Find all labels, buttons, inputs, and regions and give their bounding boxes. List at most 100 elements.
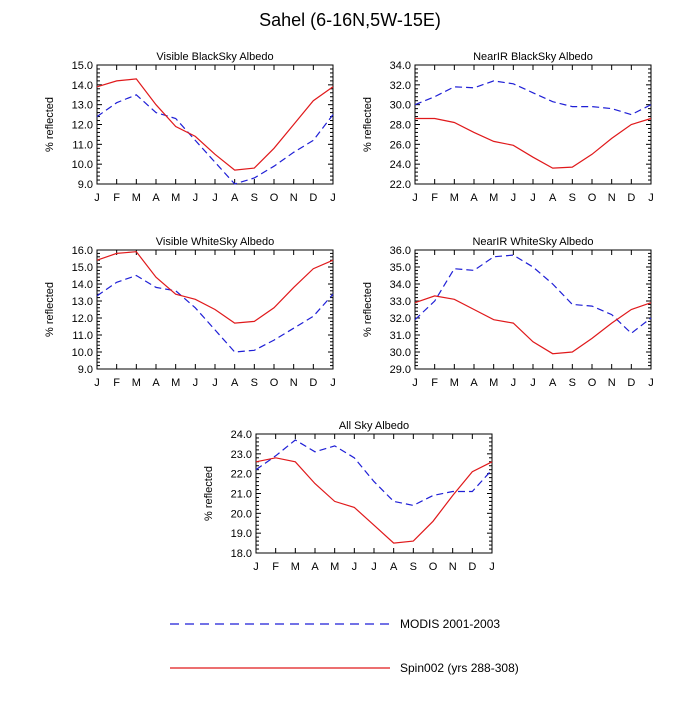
x-tick-label: M bbox=[132, 377, 141, 389]
y-tick-label: 12.0 bbox=[72, 120, 93, 132]
chart-panel: Visible WhiteSky Albedo % reflected 9.0 10.… bbox=[44, 236, 336, 389]
x-tick-label: D bbox=[309, 192, 317, 204]
x-tick-label: J bbox=[352, 561, 358, 573]
chart-panel: All Sky Albedo % reflected 18.0 19.0 20.0 21.… bbox=[203, 420, 495, 573]
y-tick-label: 13.0 bbox=[72, 296, 93, 308]
y-tick-label: 24.0 bbox=[231, 429, 252, 441]
y-tick-label: 23.0 bbox=[231, 449, 252, 461]
x-tick-label: N bbox=[449, 561, 457, 573]
x-tick-label: J bbox=[330, 377, 336, 389]
y-tick-label: 26.0 bbox=[390, 139, 411, 151]
x-tick-label: A bbox=[470, 377, 478, 389]
x-tick-label: A bbox=[231, 192, 239, 204]
x-tick-label: M bbox=[450, 192, 459, 204]
y-tick-label: 14.0 bbox=[72, 80, 93, 92]
x-tick-label: J bbox=[511, 192, 517, 204]
x-tick-label: D bbox=[309, 377, 317, 389]
y-tick-label: 9.0 bbox=[78, 179, 93, 191]
y-tick-label: 32.0 bbox=[390, 313, 411, 325]
plot-frame bbox=[96, 64, 334, 185]
x-tick-label: S bbox=[410, 561, 417, 573]
x-tick-label: M bbox=[291, 561, 300, 573]
x-tick-label: N bbox=[290, 192, 298, 204]
x-tick-label: D bbox=[627, 192, 635, 204]
x-tick-label: M bbox=[330, 561, 339, 573]
x-tick-label: N bbox=[290, 377, 298, 389]
panel-title: NearIR WhiteSky Albedo bbox=[472, 236, 593, 248]
y-tick-label: 15.0 bbox=[72, 60, 93, 72]
x-tick-label: N bbox=[608, 192, 616, 204]
series-line-modis bbox=[414, 80, 652, 116]
panel-title: Visible BlackSky Albedo bbox=[156, 51, 273, 63]
series-line-spin002 bbox=[96, 78, 334, 171]
x-tick-label: D bbox=[627, 377, 635, 389]
x-tick-label: F bbox=[113, 377, 120, 389]
series-line-spin002 bbox=[255, 457, 493, 544]
y-tick-label: 22.0 bbox=[390, 179, 411, 191]
y-tick-label: 30.0 bbox=[390, 347, 411, 359]
chart-panel: Visible BlackSky Albedo % reflected 9.0 10.… bbox=[44, 51, 336, 204]
y-tick-label: 33.0 bbox=[390, 296, 411, 308]
y-tick-label: 24.0 bbox=[390, 159, 411, 171]
y-tick-label: 18.0 bbox=[231, 548, 252, 560]
x-tick-label: J bbox=[530, 377, 536, 389]
y-tick-label: 21.0 bbox=[231, 489, 252, 501]
y-tick-label: 19.0 bbox=[231, 528, 252, 540]
x-tick-label: J bbox=[511, 377, 517, 389]
x-tick-label: J bbox=[212, 377, 218, 389]
y-axis-label: % reflected bbox=[44, 97, 56, 152]
y-tick-label: 14.0 bbox=[72, 279, 93, 291]
x-tick-label: O bbox=[588, 377, 597, 389]
x-tick-label: M bbox=[450, 377, 459, 389]
panel-title: Visible WhiteSky Albedo bbox=[156, 236, 274, 248]
figure-title: Sahel (6-16N,5W-15E) bbox=[259, 10, 441, 30]
panel-title: NearIR BlackSky Albedo bbox=[473, 51, 593, 63]
y-tick-label: 34.0 bbox=[390, 60, 411, 72]
y-axis-label: % reflected bbox=[203, 466, 215, 521]
x-tick-label: M bbox=[489, 192, 498, 204]
y-tick-label: 20.0 bbox=[231, 508, 252, 520]
y-tick-label: 12.0 bbox=[72, 313, 93, 325]
x-tick-label: J bbox=[330, 192, 336, 204]
x-tick-label: O bbox=[588, 192, 597, 204]
x-tick-label: J bbox=[94, 377, 100, 389]
x-tick-label: J bbox=[371, 561, 377, 573]
x-tick-label: F bbox=[113, 192, 120, 204]
x-tick-label: F bbox=[431, 192, 438, 204]
x-tick-label: M bbox=[489, 377, 498, 389]
x-tick-label: J bbox=[253, 561, 259, 573]
x-tick-label: J bbox=[94, 192, 100, 204]
series-line-spin002 bbox=[415, 117, 652, 169]
x-tick-label: A bbox=[231, 377, 239, 389]
y-tick-label: 13.0 bbox=[72, 100, 93, 112]
y-tick-label: 34.0 bbox=[390, 279, 411, 291]
y-tick-label: 28.0 bbox=[390, 120, 411, 132]
y-tick-label: 11.0 bbox=[72, 330, 93, 342]
y-axis-label: % reflected bbox=[44, 282, 56, 337]
plot-frame bbox=[414, 64, 652, 185]
x-tick-label: A bbox=[390, 561, 398, 573]
panel-title: All Sky Albedo bbox=[339, 420, 409, 432]
x-tick-label: J bbox=[212, 192, 218, 204]
y-tick-label: 22.0 bbox=[231, 469, 252, 481]
y-tick-label: 29.0 bbox=[390, 364, 411, 376]
y-tick-label: 35.0 bbox=[390, 262, 411, 274]
x-tick-label: D bbox=[468, 561, 476, 573]
y-tick-label: 32.0 bbox=[390, 80, 411, 92]
plot-frame bbox=[414, 249, 652, 370]
series-line-spin002 bbox=[96, 251, 334, 324]
x-tick-label: A bbox=[549, 377, 557, 389]
x-tick-label: A bbox=[152, 377, 160, 389]
x-tick-label: M bbox=[171, 192, 180, 204]
x-tick-label: A bbox=[549, 192, 557, 204]
x-tick-label: J bbox=[648, 377, 654, 389]
y-tick-label: 9.0 bbox=[78, 364, 93, 376]
y-axis-label: % reflected bbox=[362, 97, 374, 152]
x-tick-label: J bbox=[489, 561, 495, 573]
y-axis-label: % reflected bbox=[362, 282, 374, 337]
y-tick-label: 36.0 bbox=[390, 245, 411, 257]
x-tick-label: S bbox=[251, 192, 258, 204]
y-tick-label: 10.0 bbox=[72, 159, 93, 171]
plot-frame bbox=[255, 433, 493, 554]
